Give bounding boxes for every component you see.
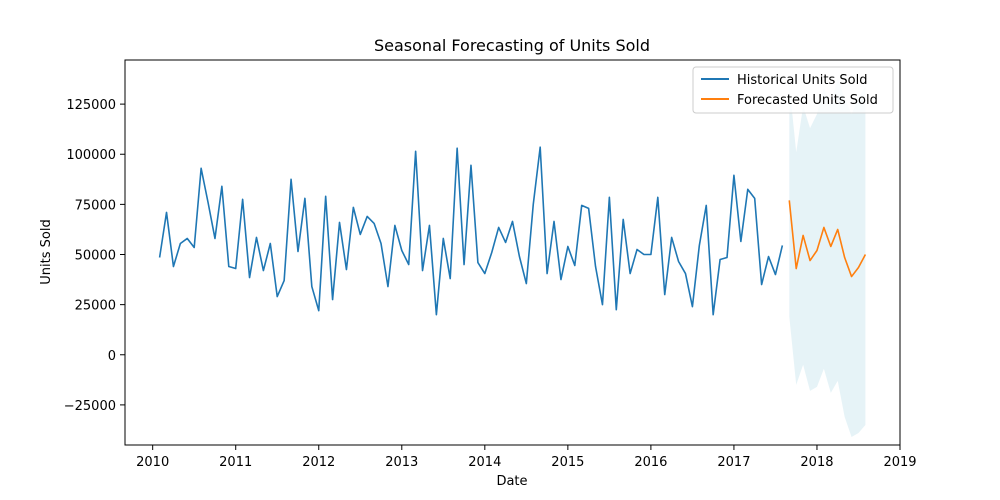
legend: Historical Units Sold Forecasted Units S… <box>692 66 894 114</box>
x-tick-label: 2011 <box>219 455 252 470</box>
forecast-confidence-band <box>789 78 866 437</box>
historical-units-line <box>158 146 784 316</box>
x-tick-label: 2015 <box>551 455 584 470</box>
chart-title: Seasonal Forecasting of Units Sold <box>374 36 650 55</box>
y-tick-label: 25000 <box>75 299 116 314</box>
x-tick-label: 2014 <box>468 455 501 470</box>
plot-content <box>158 78 867 437</box>
x-tick-label: 2019 <box>883 455 916 470</box>
y-axis-title: Units Sold <box>39 219 54 284</box>
y-tick-label: 50000 <box>75 249 116 264</box>
y-tick-label: 0 <box>108 349 116 364</box>
legend-label-historical: Historical Units Sold <box>737 73 867 88</box>
y-tick-label: 125000 <box>66 98 116 113</box>
x-tick-label: 2012 <box>302 455 335 470</box>
legend-box <box>692 66 894 114</box>
x-tick-label: 2010 <box>136 455 169 470</box>
forecast-units-line <box>788 200 867 278</box>
y-tick-label: −25000 <box>64 399 116 414</box>
plot-frame <box>124 59 901 446</box>
legend-label-forecast: Forecasted Units Sold <box>737 93 878 108</box>
x-axis: 2010 2011 2012 2013 2014 2015 2016 2017 2018 2019 <box>136 445 917 470</box>
x-tick-label: 2017 <box>717 455 750 470</box>
x-tick-label: 2013 <box>385 455 418 470</box>
y-axis: 125000 100000 75000 50000 25000 0 −25000 <box>64 98 125 414</box>
x-axis-title: Date <box>496 474 527 489</box>
y-tick-label: 75000 <box>75 198 116 213</box>
x-tick-label: 2018 <box>800 455 833 470</box>
x-tick-label: 2016 <box>634 455 667 470</box>
y-tick-label: 100000 <box>66 148 116 163</box>
